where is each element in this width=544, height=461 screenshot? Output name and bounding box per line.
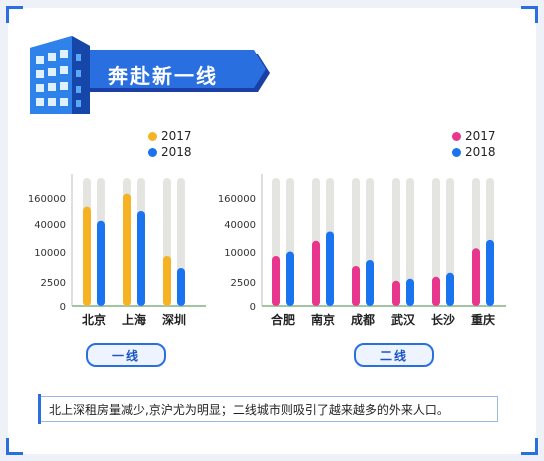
bar-2018 [366,260,374,306]
summary-caption: 北上深租房量减少,京沪尤为明显；二线城市则吸引了越来越多的外来人口。 [38,396,498,422]
legend-swatch-2017 [452,131,461,141]
bar-track [406,178,414,306]
bar-2018 [97,220,105,306]
bar-2018 [286,251,294,306]
legend-swatch-2018 [148,147,157,157]
bar-track [392,178,400,306]
tier2-label: 二线 [354,343,434,367]
building-icon [30,36,90,114]
x-tick-label: 深圳 [162,312,186,327]
bar-2018 [446,272,454,306]
corner-decoration [6,6,23,23]
legend-swatch-2018 [452,147,461,157]
legend-item-2017: 2017 [148,128,192,144]
bar-2017 [83,206,91,306]
y-tick-label: 0 [60,302,66,313]
x-tick-label: 上海 [122,312,146,327]
tier1-label: 一线 [86,343,166,367]
bar-track [432,178,440,306]
legend-label-2017: 2017 [465,129,496,143]
legend-label-2017: 2017 [161,129,192,143]
bar-2018 [486,239,494,306]
y-tick-label: 2500 [41,278,66,289]
legend-swatch-2017 [148,131,157,141]
bar-2017 [163,256,171,306]
x-tick-label: 长沙 [431,312,455,327]
y-tick-label: 40000 [224,220,256,231]
legend-tier2: 2017 2018 [452,128,496,160]
x-tick-label: 成都 [351,312,375,327]
caption-accent-bar [38,394,41,424]
legend-item-2018: 2018 [148,144,192,160]
legend-tier1: 2017 2018 [148,128,192,160]
legend-label-2018: 2018 [161,145,192,159]
legend-label-2018: 2018 [465,145,496,159]
bar-2017 [312,240,320,306]
page-title: 奔赴新一线 [108,64,218,88]
y-tick-label: 160000 [28,194,66,205]
title-banner [62,50,270,92]
y-tick-label: 10000 [224,248,256,259]
bar-2017 [472,248,480,306]
x-tick-label: 合肥 [271,312,295,327]
x-tick-label: 南京 [311,312,335,327]
bar-2018 [326,231,334,306]
bar-2017 [272,256,280,306]
y-tick-label: 0 [250,302,256,313]
y-tick-label: 160000 [218,194,256,205]
bar-2018 [137,211,145,306]
corner-decoration [521,6,538,23]
x-tick-label: 北京 [82,312,106,327]
corner-decoration [6,438,23,455]
y-tick-label: 40000 [34,220,66,231]
legend-item-2018: 2018 [452,144,496,160]
bar-2017 [352,266,360,306]
corner-decoration [521,438,538,455]
bar-2017 [392,280,400,306]
bar-2018 [177,268,185,306]
y-tick-label: 2500 [231,278,256,289]
bar-2018 [406,278,414,306]
x-tick-label: 重庆 [471,312,495,327]
y-tick-label: 10000 [34,248,66,259]
legend-item-2017: 2017 [452,128,496,144]
x-tick-label: 武汉 [391,312,416,327]
bar-2017 [123,193,131,306]
bar-2017 [432,276,440,306]
